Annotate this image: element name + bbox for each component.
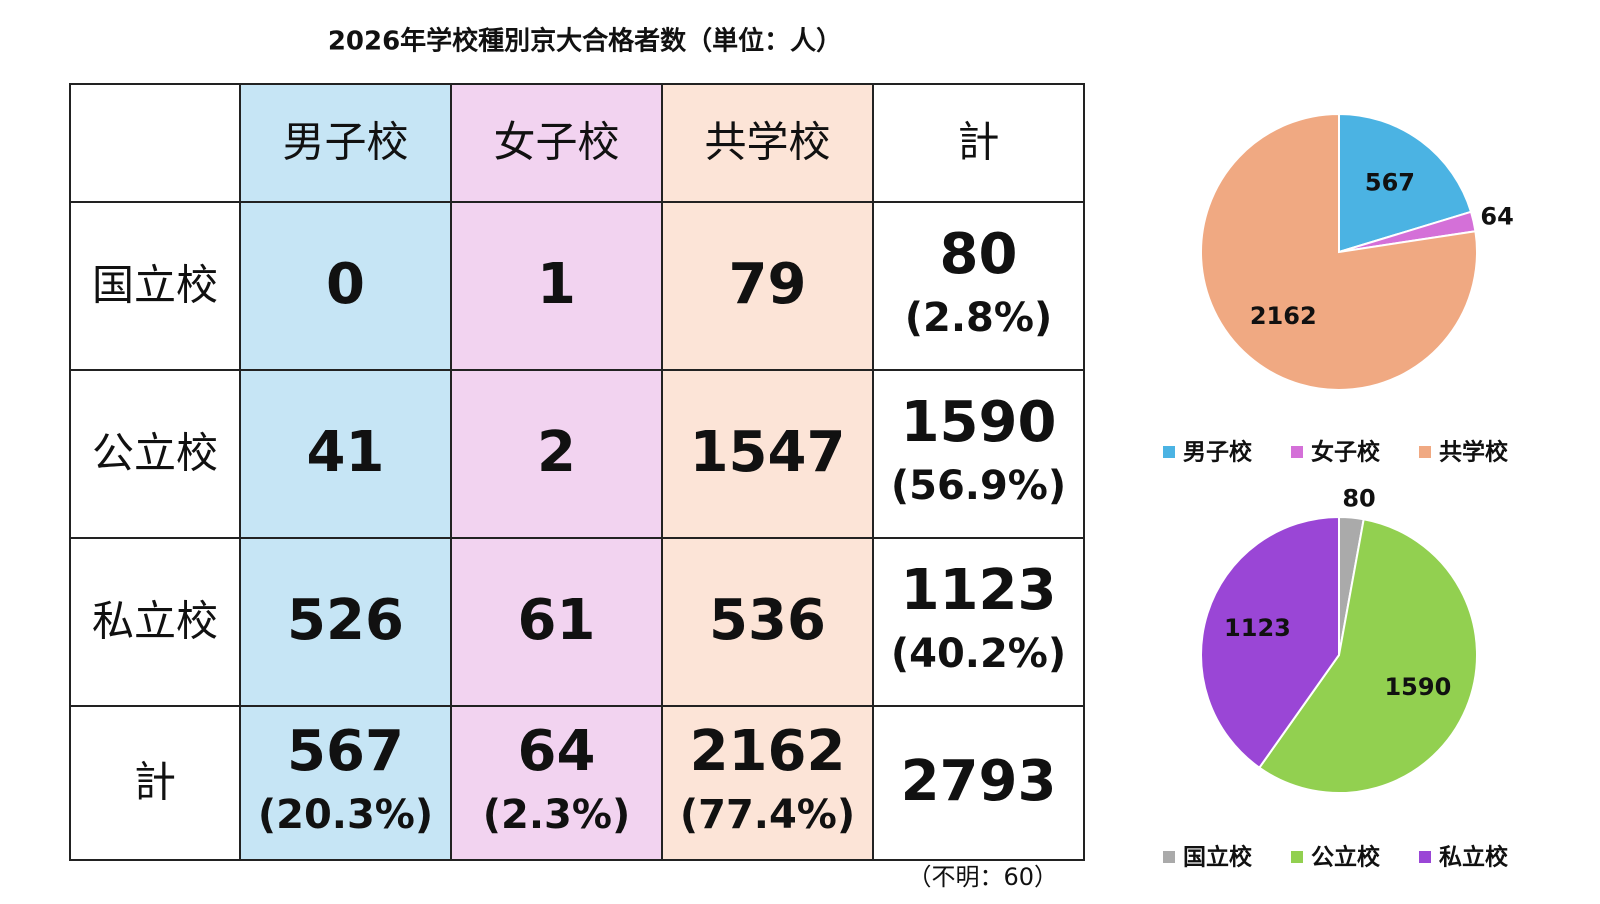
table-cell [661, 705, 874, 861]
table-cell [69, 705, 241, 861]
cell-value: 0 [326, 252, 365, 317]
cell-value: 1590 [901, 390, 1057, 455]
cell-value: 1123 [901, 558, 1057, 623]
cell-value: 536 [709, 588, 826, 653]
column-header: 女子校 [493, 118, 619, 167]
row-header: 私立校 [92, 597, 218, 646]
pie-slice [1338, 112, 1473, 254]
cell-share: (40.2%) [891, 631, 1066, 677]
table-cell [450, 369, 663, 539]
cell-value: 1 [537, 252, 576, 317]
page-title: 2026年学校種別京大合格者数（単位：人） [328, 26, 842, 57]
legend-swatch [1419, 851, 1431, 863]
legend-label: 女子校 [1311, 439, 1381, 466]
legend-swatch [1291, 851, 1303, 863]
row-header: 国立校 [92, 261, 218, 310]
legend-swatch [1419, 446, 1431, 458]
cell-value: 526 [287, 588, 404, 653]
slice-label: 64 [1480, 202, 1513, 230]
cell-value: 2162 [690, 719, 846, 784]
legend-label: 私立校 [1439, 844, 1509, 871]
table-cell [69, 201, 241, 371]
table-cell [872, 537, 1085, 707]
table-cell [239, 705, 452, 861]
cell-value: 567 [287, 719, 404, 784]
table-cell [661, 537, 874, 707]
table-cell [239, 201, 452, 371]
table-cell [872, 369, 1085, 539]
cell-value: 61 [518, 588, 596, 653]
slice-label: 80 [1342, 485, 1375, 513]
cell-share: (20.3%) [258, 792, 433, 838]
table-cell [661, 369, 874, 539]
pie-slice [1200, 515, 1340, 770]
column-header: 計 [957, 118, 999, 167]
cell-share: (2.8%) [905, 295, 1053, 341]
slice-label: 567 [1365, 168, 1415, 196]
legend-label: 男子校 [1183, 439, 1253, 466]
table-cell [239, 537, 452, 707]
slice-label: 1123 [1224, 614, 1291, 642]
table-cell [239, 83, 452, 203]
cell-share: (77.4%) [680, 792, 855, 838]
cell-value: 41 [307, 420, 385, 485]
legend-swatch [1291, 446, 1303, 458]
cell-value: 2 [537, 420, 576, 485]
legend-swatch [1163, 446, 1175, 458]
table-cell [872, 705, 1085, 861]
slice-label: 2162 [1250, 302, 1317, 330]
pie-slice [1200, 112, 1478, 391]
table-cell [69, 83, 241, 203]
table-cell [872, 83, 1085, 203]
cell-value: 79 [729, 252, 807, 317]
cell-share: (2.3%) [483, 792, 631, 838]
cell-share: (56.9%) [891, 463, 1066, 509]
note: （不明：60） [907, 863, 1058, 891]
legend-label: 共学校 [1439, 439, 1509, 466]
cell-value: 64 [518, 719, 596, 784]
cell-value: 1547 [690, 420, 846, 485]
row-header: 計 [134, 758, 176, 807]
legend-swatch [1163, 851, 1175, 863]
cell-value: 2793 [901, 749, 1057, 814]
pie-slice [1257, 518, 1478, 794]
table-cell [450, 83, 663, 203]
column-header: 男子校 [282, 118, 408, 167]
row-header: 公立校 [92, 429, 218, 478]
cell-value: 80 [940, 222, 1018, 287]
table-cell [69, 369, 241, 539]
column-header: 共学校 [704, 118, 830, 167]
legend-label: 国立校 [1183, 844, 1253, 871]
slice-label: 1590 [1384, 673, 1451, 701]
table-cell [661, 201, 874, 371]
table-cell [450, 537, 663, 707]
table-cell [450, 705, 663, 861]
table-cell [661, 83, 874, 203]
legend-label: 公立校 [1311, 844, 1381, 871]
